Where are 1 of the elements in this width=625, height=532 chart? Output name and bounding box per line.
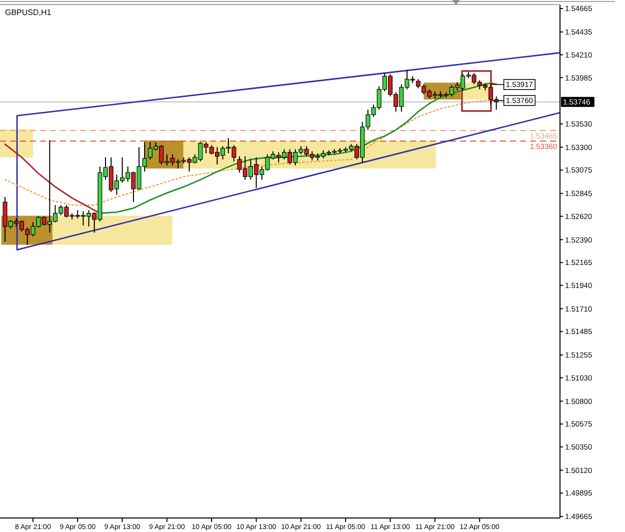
chart-title: GBPUSD,H1 [5,8,52,17]
